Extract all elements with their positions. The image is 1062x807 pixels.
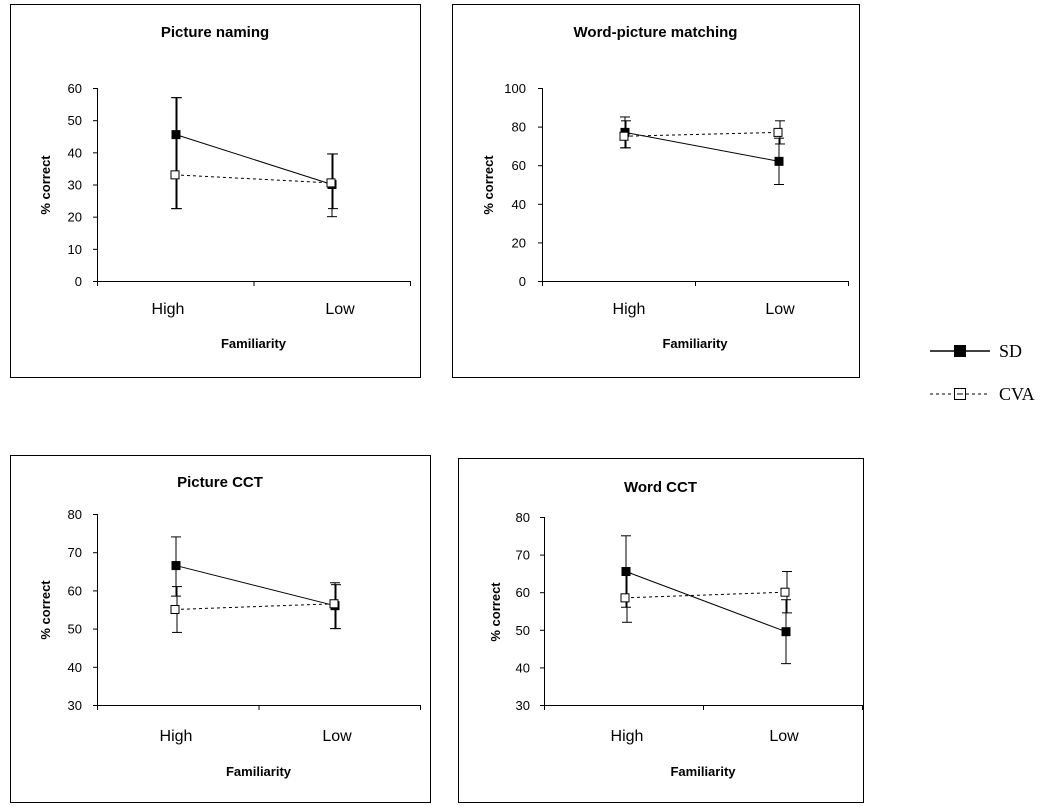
chart-panel-1: Picture naming 0 10 20 30 40 50 60 High Low Famili… <box>10 4 421 378</box>
y-tick-label: 30 <box>68 698 82 713</box>
x-tick-label: Low <box>769 728 799 745</box>
series-line-sd <box>625 571 787 633</box>
series-line-cva <box>174 603 335 610</box>
y-axis-label: % correct <box>481 155 496 215</box>
x-tick-label: High <box>160 728 193 745</box>
y-axis-label: % correct <box>38 155 53 215</box>
y-tick-label: 80 <box>516 510 530 525</box>
data-point-cva <box>326 178 336 188</box>
data-point-sd <box>621 567 631 577</box>
data-point-cva <box>170 170 180 180</box>
y-tick-label: 0 <box>519 274 526 289</box>
legend-label-cva: CVA <box>999 384 1035 404</box>
y-tick-label: 60 <box>68 583 82 598</box>
y-tick-label: 30 <box>516 698 530 713</box>
chart-frame <box>452 4 860 378</box>
series-line-cva <box>174 174 332 184</box>
y-tick-label: 80 <box>68 507 82 522</box>
y-tick-label: 100 <box>504 81 526 96</box>
data-point-sd <box>171 561 181 571</box>
data-point-sd <box>774 156 784 166</box>
series-line-sd <box>624 131 780 162</box>
x-tick-label: Low <box>325 301 355 318</box>
chart-title: Word CCT <box>624 479 697 496</box>
x-axis-label: Familiarity <box>226 764 292 779</box>
y-axis-label: % correct <box>38 580 53 640</box>
chart-title: Picture naming <box>161 24 269 41</box>
y-tick-label: 40 <box>516 660 530 675</box>
x-tick-label: High <box>152 301 185 318</box>
chart-panel-4: Word CCT 30 40 50 60 70 80 High Low Familiarity % … <box>458 458 864 803</box>
x-axis-label: Familiarity <box>662 336 728 351</box>
x-tick-label: Low <box>765 301 795 318</box>
data-point-cva <box>619 131 629 141</box>
y-tick-label: 20 <box>68 210 82 225</box>
legend: SD CVA <box>930 341 1035 404</box>
data-point-cva <box>780 587 790 597</box>
series-line-cva <box>623 131 779 137</box>
y-tick-label: 60 <box>512 158 526 173</box>
chart-title: Word-picture matching <box>574 24 738 41</box>
y-tick-label: 60 <box>68 81 82 96</box>
x-tick-label: Low <box>322 728 352 745</box>
chart-title: Picture CCT <box>177 474 263 491</box>
y-tick-label: 40 <box>68 145 82 160</box>
series-line-cva <box>624 591 786 599</box>
y-tick-label: 40 <box>68 660 82 675</box>
data-point-cva <box>170 605 180 614</box>
y-tick-label: 50 <box>68 113 82 128</box>
data-point-cva <box>773 127 783 137</box>
chart-frame <box>458 458 864 803</box>
y-tick-label: 50 <box>68 622 82 637</box>
chart-frame <box>10 4 421 378</box>
legend-label-sd: SD <box>999 341 1022 361</box>
y-tick-label: 80 <box>512 120 526 135</box>
chart-frame <box>10 455 431 803</box>
chart-panel-2: Word-picture matching 0 20 40 60 80 100 High Low… <box>452 4 860 378</box>
data-point-sd <box>171 130 181 140</box>
y-tick-label: 10 <box>68 242 82 257</box>
y-tick-label: 0 <box>75 274 82 289</box>
y-tick-label: 40 <box>512 197 526 212</box>
series-line-sd <box>175 565 336 607</box>
y-tick-label: 60 <box>516 585 530 600</box>
y-tick-label: 70 <box>516 548 530 563</box>
chart-panel-3: Picture CCT 30 40 50 60 70 80 High Low Familiarit… <box>10 455 431 803</box>
y-tick-label: 70 <box>68 545 82 560</box>
y-tick-label: 30 <box>68 178 82 193</box>
x-axis-label: Familiarity <box>221 336 287 351</box>
series-line-sd <box>175 134 333 185</box>
x-axis-label: Familiarity <box>670 764 736 779</box>
y-axis-label: % correct <box>488 582 503 642</box>
y-tick-label: 20 <box>512 235 526 250</box>
x-tick-label: High <box>611 728 644 745</box>
legend-marker-sd <box>954 345 966 357</box>
x-tick-label: High <box>613 301 646 318</box>
data-point-cva <box>329 599 339 609</box>
data-point-cva <box>620 593 630 603</box>
y-tick-label: 50 <box>516 623 530 638</box>
data-point-sd <box>781 627 791 637</box>
